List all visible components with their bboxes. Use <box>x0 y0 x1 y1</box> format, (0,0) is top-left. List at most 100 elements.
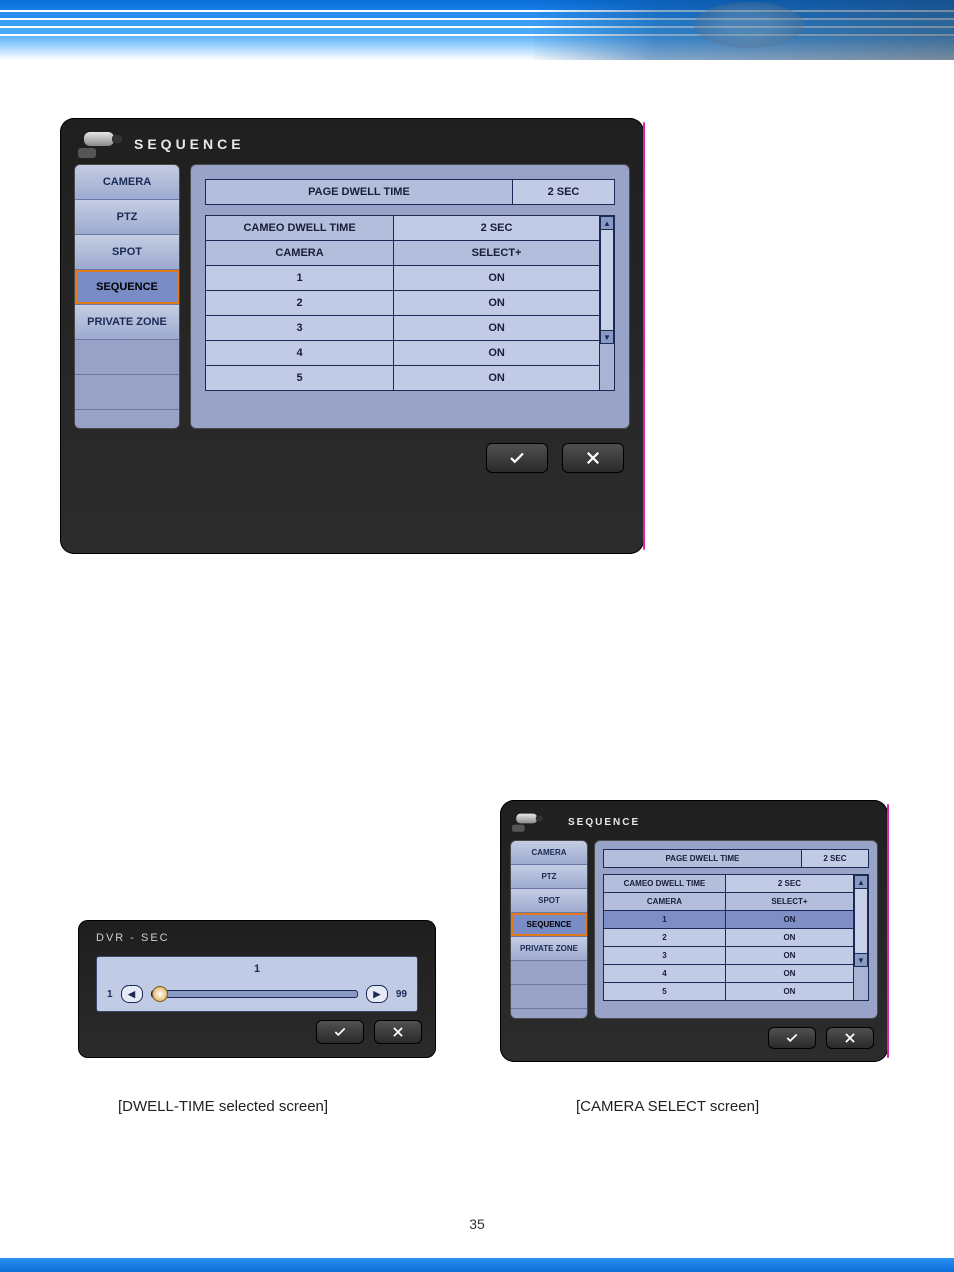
row-num: 2 <box>604 929 726 947</box>
cameo-dwell-label: CAMEO DWELL TIME <box>206 216 394 241</box>
page-dwell-value[interactable]: 2 SEC <box>512 180 614 205</box>
row-val[interactable]: ON <box>394 291 600 316</box>
ok-button[interactable] <box>316 1020 364 1044</box>
sidebar-tab-camera[interactable]: CAMERA <box>75 165 179 200</box>
sidebar-tab-private-zone[interactable]: PRIVATE ZONE <box>511 937 587 961</box>
row-val[interactable]: ON <box>394 366 600 391</box>
page-dwell-table: PAGE DWELL TIME 2 SEC <box>205 179 615 205</box>
content-panel: PAGE DWELL TIME 2 SEC CAMEO DWELL TIME 2… <box>594 840 878 1019</box>
dwell-time-dialog: DVR - SEC 1 1 ◀ ▶ 99 <box>78 920 436 1058</box>
sidebar-tab-ptz[interactable]: PTZ <box>511 865 587 889</box>
ok-button[interactable] <box>768 1027 816 1049</box>
scrollbar[interactable]: ▲ ▼ <box>600 216 615 391</box>
cancel-button[interactable] <box>826 1027 874 1049</box>
sidebar-filler <box>75 375 179 410</box>
footer-bar <box>0 1258 954 1272</box>
page-dwell-label: PAGE DWELL TIME <box>604 850 802 868</box>
table-row[interactable]: 3ON <box>604 947 869 965</box>
row-val[interactable]: ON <box>394 341 600 366</box>
sidebar-tab-spot[interactable]: SPOT <box>75 235 179 270</box>
slider-track[interactable] <box>151 990 358 998</box>
dialog-title: DVR - SEC <box>78 920 436 944</box>
window-title: SEQUENCE <box>568 817 640 828</box>
row-val[interactable]: ON <box>725 947 853 965</box>
close-icon <box>843 1031 857 1045</box>
sidebar-tab-sequence[interactable]: SEQUENCE <box>75 270 179 305</box>
row-num: 2 <box>206 291 394 316</box>
button-bar <box>500 1019 888 1049</box>
cameo-dwell-label: CAMEO DWELL TIME <box>604 875 726 893</box>
row-val[interactable]: ON <box>394 266 600 291</box>
cancel-button[interactable] <box>374 1020 422 1044</box>
sidebar-tab-private-zone[interactable]: PRIVATE ZONE <box>75 305 179 340</box>
cancel-button[interactable] <box>562 443 624 473</box>
table-row[interactable]: 1ON <box>206 266 615 291</box>
close-icon <box>584 449 602 467</box>
sidebar-filler <box>511 985 587 1009</box>
table-row[interactable]: 1ON <box>604 911 869 929</box>
check-icon <box>785 1031 799 1045</box>
page-dwell-value[interactable]: 2 SEC <box>801 850 868 868</box>
slider-box: 1 1 ◀ ▶ 99 <box>96 956 418 1012</box>
slider-min: 1 <box>107 989 113 1000</box>
table-row[interactable]: 2ON <box>604 929 869 947</box>
camera-icon <box>78 130 120 158</box>
close-icon <box>391 1025 405 1039</box>
sidebar: CAMERA PTZ SPOT SEQUENCE PRIVATE ZONE <box>74 164 180 429</box>
row-val[interactable]: ON <box>725 929 853 947</box>
document-page: SEQUENCE CAMERA PTZ SPOT SEQUENCE PRIVAT… <box>0 0 954 1272</box>
window-title: SEQUENCE <box>134 136 245 152</box>
row-num: 3 <box>206 316 394 341</box>
sequence-window-main: SEQUENCE CAMERA PTZ SPOT SEQUENCE PRIVAT… <box>60 118 644 554</box>
check-icon <box>333 1025 347 1039</box>
row-val[interactable]: ON <box>394 316 600 341</box>
sidebar-tab-sequence[interactable]: SEQUENCE <box>511 913 587 937</box>
content-panel: PAGE DWELL TIME 2 SEC CAMEO DWELL TIME 2… <box>190 164 630 429</box>
sidebar: CAMERA PTZ SPOT SEQUENCE PRIVATE ZONE <box>510 840 588 1019</box>
cameo-dwell-value[interactable]: 2 SEC <box>725 875 853 893</box>
slider-knob[interactable] <box>152 986 168 1002</box>
table-row[interactable]: 2ON <box>206 291 615 316</box>
slider-value: 1 <box>97 963 417 975</box>
sequence-window-small: SEQUENCE CAMERA PTZ SPOT SEQUENCE PRIVAT… <box>500 800 888 1062</box>
sidebar-tab-camera[interactable]: CAMERA <box>511 841 587 865</box>
ok-button[interactable] <box>486 443 548 473</box>
increment-button[interactable]: ▶ <box>366 985 388 1003</box>
scroll-up-icon[interactable]: ▲ <box>854 875 868 889</box>
select-col-label[interactable]: SELECT+ <box>725 893 853 911</box>
table-row[interactable]: 5ON <box>604 983 869 1001</box>
row-num: 4 <box>206 341 394 366</box>
sidebar-tab-spot[interactable]: SPOT <box>511 889 587 913</box>
cameo-table: CAMEO DWELL TIME 2 SEC ▲ ▼ CAMERA SELECT… <box>603 874 869 1001</box>
table-row[interactable]: 5ON <box>206 366 615 391</box>
scroll-down-icon[interactable]: ▼ <box>854 953 868 967</box>
cameo-dwell-value[interactable]: 2 SEC <box>394 216 600 241</box>
table-row[interactable]: 4ON <box>206 341 615 366</box>
page-dwell-label: PAGE DWELL TIME <box>206 180 513 205</box>
row-val[interactable]: ON <box>725 911 853 929</box>
scroll-track[interactable] <box>600 230 614 330</box>
scroll-track[interactable] <box>854 889 868 953</box>
header-banner <box>0 0 954 70</box>
table-row[interactable]: 3ON <box>206 316 615 341</box>
row-val[interactable]: ON <box>725 965 853 983</box>
scrollbar[interactable]: ▲ ▼ <box>854 875 869 1001</box>
scroll-up-icon[interactable]: ▲ <box>600 216 614 230</box>
sidebar-tab-ptz[interactable]: PTZ <box>75 200 179 235</box>
decrement-button[interactable]: ◀ <box>121 985 143 1003</box>
sidebar-filler <box>511 1009 587 1018</box>
caption-dwell: [DWELL-TIME selected screen] <box>118 1098 328 1115</box>
row-val[interactable]: ON <box>725 983 853 1001</box>
slider-row: 1 ◀ ▶ 99 <box>107 985 407 1003</box>
page-number: 35 <box>0 1216 954 1232</box>
window-edge-highlight <box>643 122 645 550</box>
select-col-label[interactable]: SELECT+ <box>394 241 600 266</box>
table-row[interactable]: 4ON <box>604 965 869 983</box>
row-num: 3 <box>604 947 726 965</box>
panel-wrap: CAMERA PTZ SPOT SEQUENCE PRIVATE ZONE PA… <box>500 840 888 1019</box>
row-num: 4 <box>604 965 726 983</box>
camera-col-label: CAMERA <box>206 241 394 266</box>
scroll-down-icon[interactable]: ▼ <box>600 330 614 344</box>
window-edge-highlight <box>887 804 889 1058</box>
window-titlebar: SEQUENCE <box>60 118 644 164</box>
